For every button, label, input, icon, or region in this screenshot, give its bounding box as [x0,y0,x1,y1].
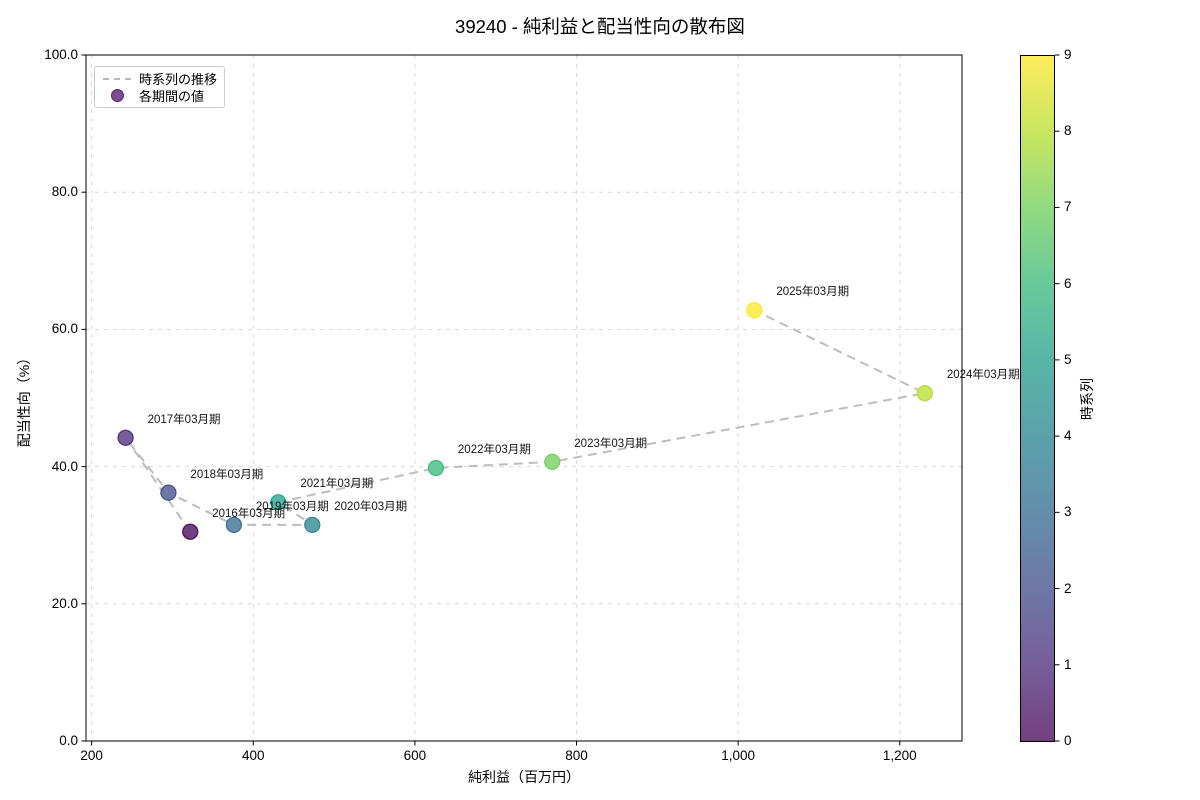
legend-row-marker: 各期間の値 [103,87,216,104]
data-point-6 [427,459,445,477]
colorbar-tick-label: 3 [1064,504,1072,520]
x-tick-label: 400 [242,748,265,763]
point-annotation: 2019年03月期 [255,500,329,513]
x-tick-label: 800 [565,748,588,763]
data-point-7 [544,453,561,470]
trend-line [124,309,928,533]
legend-line-label: 時系列の推移 [139,72,218,87]
y-tick-label: 60.0 [51,321,78,337]
dashed-line-sample-icon [103,77,131,80]
data-point-8 [916,385,933,402]
x-tick-label: 1,200 [882,748,917,763]
point-annotation: 2021年03月期 [300,478,374,491]
point-annotation: 2025年03月期 [776,286,850,299]
y-tick-label: 100.0 [44,47,78,62]
data-point-9 [746,302,763,319]
y-axis-label: 配当性向（%） [16,350,32,448]
y-tick-label: 80.0 [51,184,78,200]
colorbar-tick-label: 0 [1064,733,1072,748]
colorbar-tick-label: 2 [1064,580,1072,596]
x-axis-label: 純利益（百万円） [468,769,580,785]
data-point-4 [304,516,321,534]
marker-sample-icon [110,89,124,102]
y-tick-label: 0.0 [59,733,78,748]
colorbar-tick-label: 6 [1064,275,1072,291]
data-point-3 [225,516,243,534]
colorbar-tick-label: 1 [1064,656,1072,672]
x-tick-label: 600 [403,748,427,763]
plot-border [85,54,963,742]
data-point-2 [160,484,177,501]
colorbar [1020,55,1055,742]
colorbar-tick-label: 4 [1064,428,1072,444]
colorbar-tick-label: 8 [1064,123,1072,139]
marker-sample-wrap [103,89,131,102]
y-tick-label: 20.0 [51,595,78,611]
point-annotation: 2018年03月期 [190,468,264,481]
point-annotation: 2022年03月期 [457,443,531,456]
point-annotation: 2017年03月期 [147,413,221,426]
point-annotation: 2024年03月期 [946,369,1020,382]
colorbar-label: 時系列 [1079,378,1095,420]
legend-row-line: 時系列の推移 [103,70,218,87]
y-tick-label: 40.0 [51,458,78,474]
colorbar-tick-label: 9 [1064,47,1072,62]
point-annotation: 2020年03月期 [334,500,408,513]
legend-marker-label: 各期間の値 [139,89,205,104]
x-tick-label: 1,000 [721,748,756,763]
x-tick-label: 200 [80,748,103,763]
point-annotation: 2016年03月期 [212,507,286,520]
colorbar-tick-label: 7 [1064,199,1072,215]
data-point-5 [270,494,287,511]
chart-title: 39240 - 純利益と配当性向の散布図 [455,16,745,37]
data-point-0 [182,523,199,540]
point-annotation: 2023年03月期 [574,437,648,450]
colorbar-tick-label: 5 [1064,351,1072,367]
data-point-1 [117,429,134,446]
legend: 時系列の推移 各期間の値 [94,66,225,108]
